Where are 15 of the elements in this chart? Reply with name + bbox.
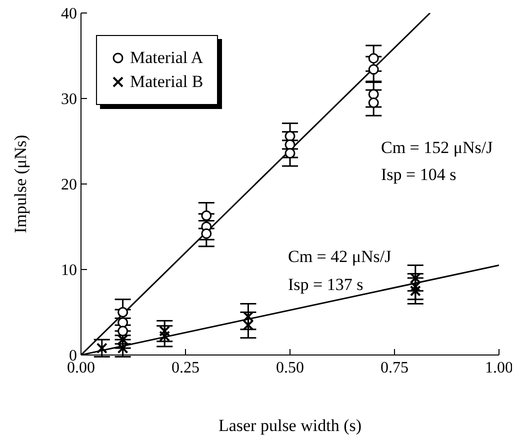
y-tick-label: 40 [61, 6, 77, 23]
legend-label: Material B [130, 72, 204, 92]
y-tick-label: 30 [61, 91, 77, 108]
legend-label: Material A [130, 48, 204, 68]
y-axis-title: Impulse (μNs) [11, 134, 30, 234]
x-tick-label: 0.75 [380, 359, 408, 376]
y-tick-label: 20 [61, 176, 77, 194]
x-tick-label: 0.50 [276, 359, 304, 376]
x-axis-title: Laser pulse width (s) [218, 416, 362, 435]
annotation: Isp = 137 s [288, 275, 364, 294]
x-tick-label: 0.25 [172, 359, 200, 376]
annotation: Isp = 104 s [381, 165, 456, 184]
annotation: Cm = 42 μNs/J [288, 247, 392, 266]
y-tick-label: 10 [61, 262, 77, 280]
annotation: Cm = 152 μNs/J [381, 138, 493, 157]
